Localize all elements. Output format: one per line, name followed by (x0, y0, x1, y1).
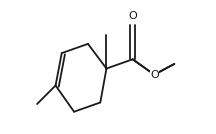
Text: O: O (128, 11, 137, 21)
Text: O: O (150, 70, 159, 80)
